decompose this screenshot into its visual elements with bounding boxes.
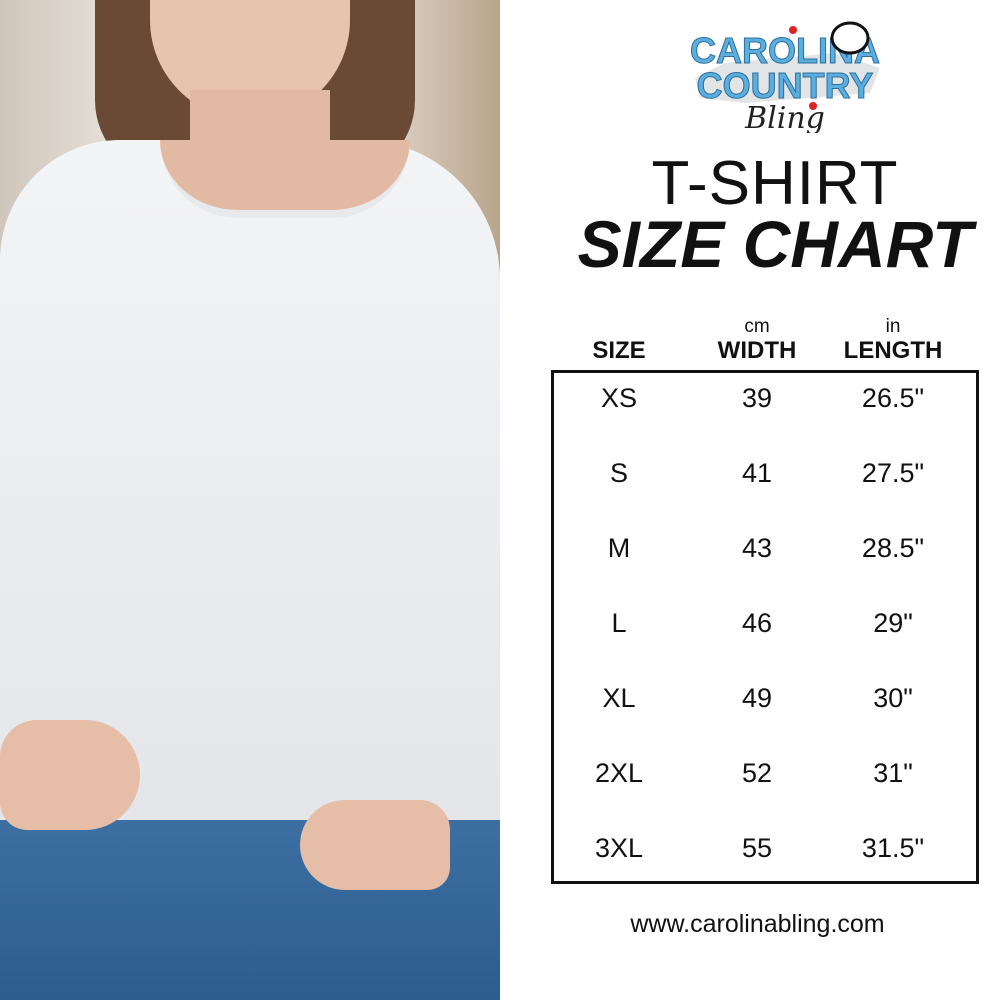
size-cell: 2XL	[594, 758, 644, 788]
model-photo	[0, 0, 500, 1000]
header-width: WIDTH	[717, 337, 797, 364]
width-cell: 52	[741, 758, 773, 788]
length-cell: 29"	[873, 608, 913, 638]
length-cell: 31.5"	[861, 833, 925, 863]
size-cell: M	[607, 533, 631, 563]
width-cell: 41	[741, 458, 773, 488]
svg-text:COUNTRY: COUNTRY	[697, 65, 874, 106]
width-cell: 39	[741, 383, 773, 413]
title-line1: T-SHIRT	[651, 149, 899, 218]
size-cell: S	[609, 458, 628, 488]
length-cell: 27.5"	[861, 458, 925, 488]
size-cell: 3XL	[594, 833, 644, 863]
title-line2: SIZE CHART	[577, 207, 973, 281]
length-cell: 26.5"	[861, 383, 925, 413]
brand-logo: CAROLINA COUNTRY Bling	[690, 21, 880, 133]
size-table	[551, 370, 979, 884]
size-cell: XS	[600, 383, 638, 413]
width-cell: 43	[741, 533, 773, 563]
width-cell: 49	[741, 683, 773, 713]
length-unit: in	[885, 316, 901, 337]
header-size: SIZE	[592, 337, 646, 364]
header-length: LENGTH	[843, 337, 943, 364]
width-cell: 55	[741, 833, 773, 863]
length-cell: 28.5"	[861, 533, 925, 563]
website-url: www.carolinabling.com	[630, 910, 885, 938]
length-cell: 30"	[873, 683, 913, 713]
width-cell: 46	[741, 608, 773, 638]
width-unit: cm	[744, 316, 770, 337]
length-cell: 31"	[873, 758, 913, 788]
size-cell: L	[611, 608, 627, 638]
size-cell: XL	[602, 683, 636, 713]
